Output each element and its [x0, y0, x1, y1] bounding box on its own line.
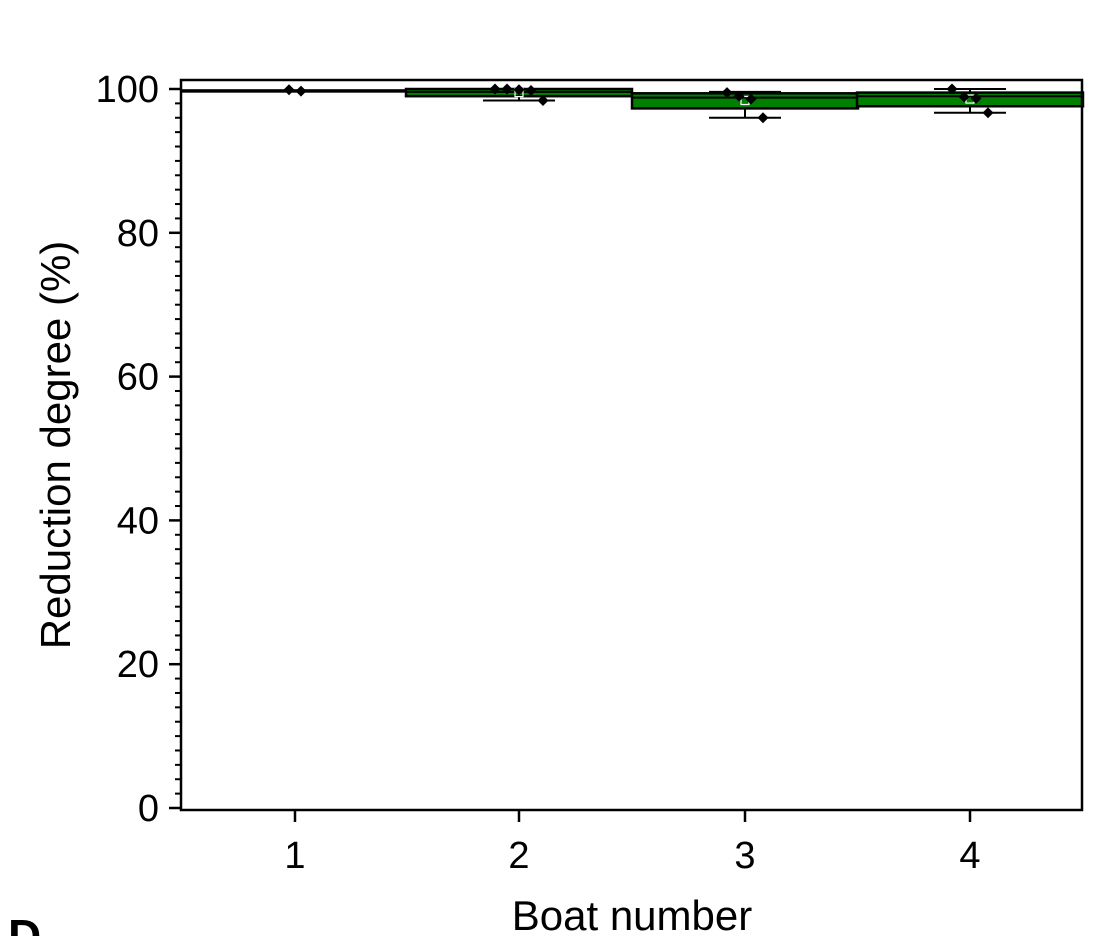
data-point [982, 107, 994, 119]
data-point [733, 90, 745, 102]
y-tick-label: 60 [117, 357, 159, 399]
data-point [958, 91, 970, 103]
y-axis-label: Reduction degree (%) [32, 241, 79, 650]
data-point [295, 85, 307, 97]
y-tick-label: 40 [117, 500, 159, 542]
x-tick-label: 1 [284, 835, 305, 877]
data-point [946, 83, 958, 95]
plot-frame [179, 78, 1084, 812]
x-tick-label: 4 [959, 835, 980, 877]
y-tick-label: 0 [138, 788, 159, 830]
y-tick-label: 20 [117, 644, 159, 686]
data-point [537, 95, 549, 107]
data-point [283, 84, 295, 96]
data-point [525, 84, 537, 96]
box-1 [180, 84, 410, 97]
data-point [489, 83, 501, 95]
x-axis-label: Boat number [512, 892, 752, 936]
y-tick-label: 100 [96, 69, 159, 111]
y-axis-ticks: 0 20 40 60 80 100 [96, 69, 181, 830]
box-3 [630, 87, 860, 124]
x-tick-label: 2 [508, 835, 529, 877]
box-4 [855, 83, 1085, 119]
data-point [745, 93, 757, 105]
data-point [757, 112, 769, 124]
data-point [501, 83, 513, 95]
data-point [513, 84, 525, 96]
y-tick-label: 80 [117, 213, 159, 255]
data-point [721, 87, 733, 99]
panel-letter: D [8, 910, 41, 936]
x-axis-ticks: 1 2 3 4 [284, 810, 981, 877]
x-tick-label: 3 [734, 835, 755, 877]
box-body [630, 92, 860, 110]
box-2 [404, 83, 634, 107]
box-series [180, 83, 1085, 124]
data-point [970, 92, 982, 104]
